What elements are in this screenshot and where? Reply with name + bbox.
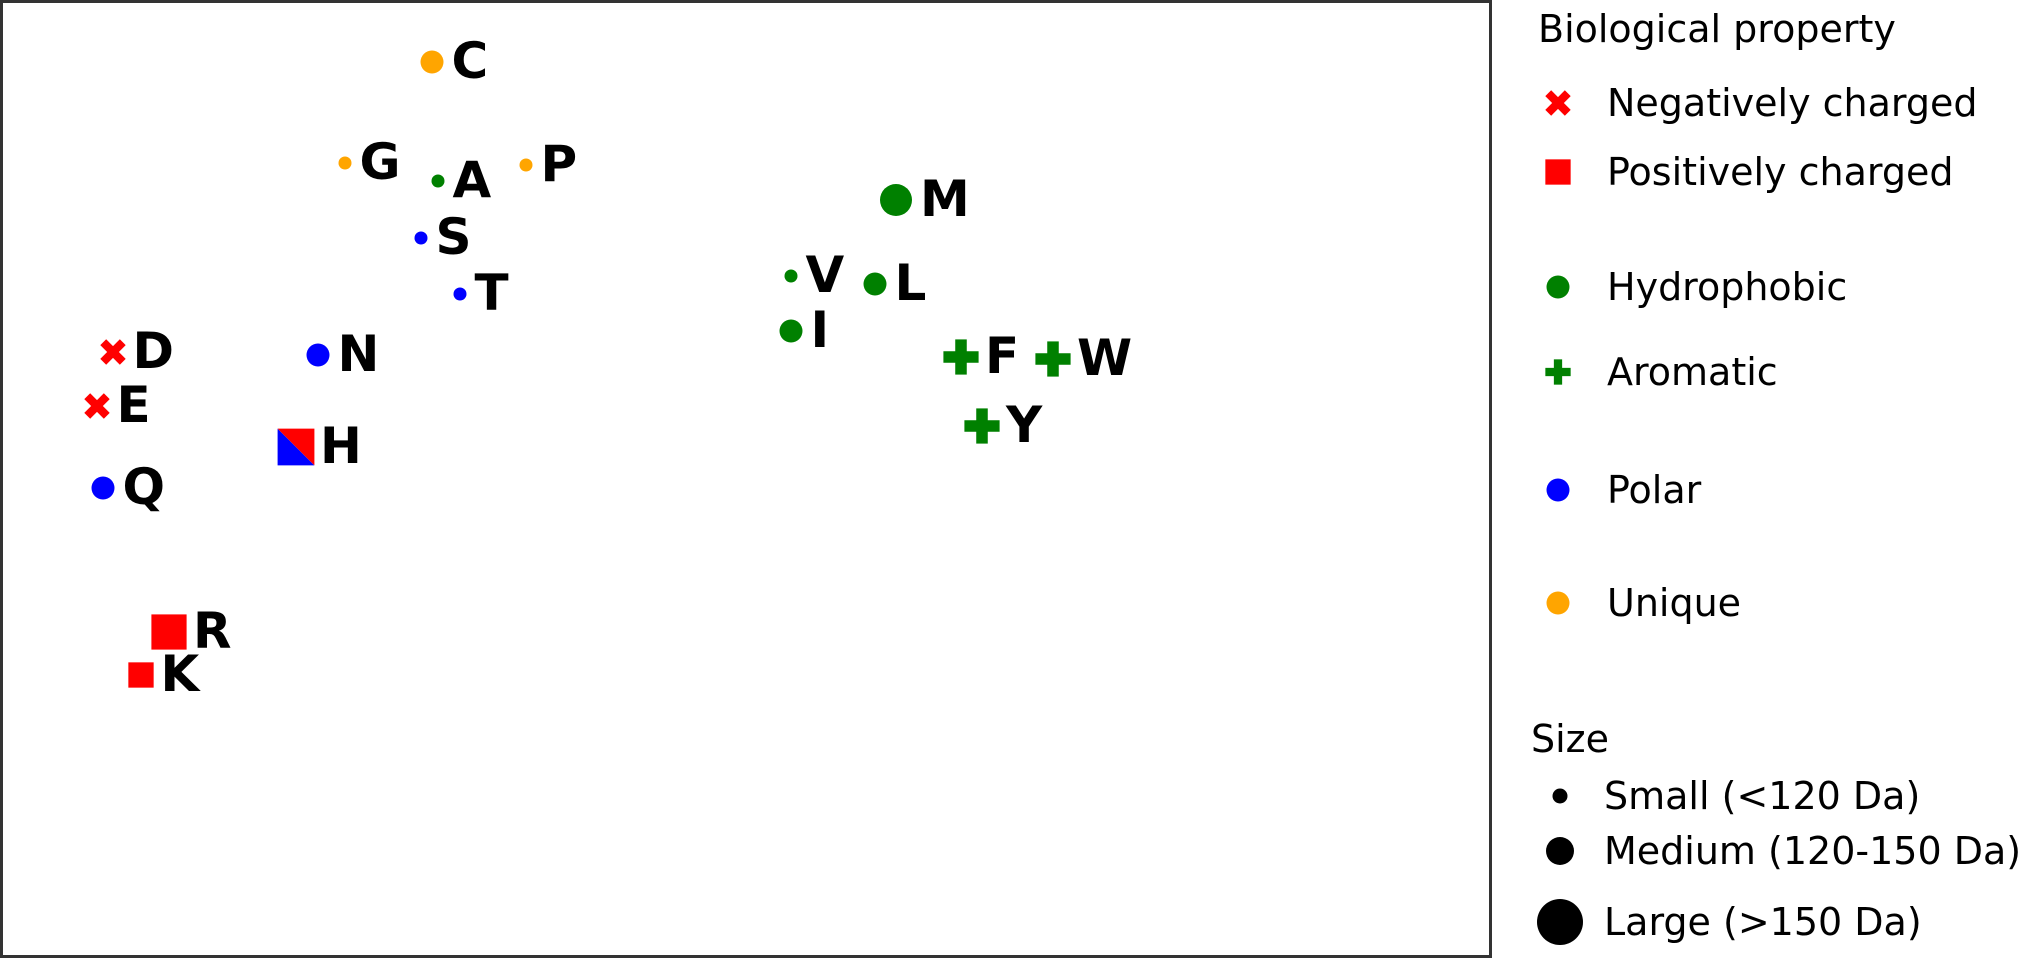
point-marker xyxy=(91,476,115,500)
legend-label-hydrophobic: Hydrophobic xyxy=(1607,265,1847,309)
point-marker xyxy=(151,614,187,650)
point-label: Q xyxy=(123,458,166,516)
point-marker xyxy=(863,272,887,296)
data-point: N xyxy=(306,325,380,383)
point-marker xyxy=(420,50,444,74)
legend-marker-unique xyxy=(1546,591,1570,615)
legend-label-aromatic: Aromatic xyxy=(1607,350,1778,394)
point-marker xyxy=(128,662,154,688)
legend: Biological property Size Negatively char… xyxy=(1531,7,2021,945)
point-label: N xyxy=(338,325,380,383)
legend-item-negative: Negatively charged xyxy=(1545,81,1978,125)
plot-frame xyxy=(0,0,1492,958)
point-label: K xyxy=(161,645,202,703)
point-label: G xyxy=(360,133,401,191)
point-label: L xyxy=(895,254,927,312)
legend-size-large: Large (>150 Da) xyxy=(1537,899,1922,945)
data-point: V xyxy=(784,246,845,304)
point-label: V xyxy=(806,246,845,304)
point-marker xyxy=(100,339,126,365)
point-marker xyxy=(784,269,798,283)
legend-marker-hydrophobic xyxy=(1546,275,1570,299)
legend-label-negative: Negatively charged xyxy=(1607,81,1978,125)
legend-size-marker-small xyxy=(1552,788,1568,804)
legend-label-unique: Unique xyxy=(1607,581,1741,625)
legend-size-small: Small (<120 Da) xyxy=(1552,774,1920,818)
point-marker xyxy=(943,339,979,375)
point-marker xyxy=(306,343,330,367)
data-point: I xyxy=(779,301,830,359)
point-marker xyxy=(414,231,428,245)
data-point: Q xyxy=(91,458,166,516)
legend-size-label-medium: Medium (120-150 Da) xyxy=(1604,829,2021,873)
data-point: Y xyxy=(964,396,1043,454)
point-marker xyxy=(338,156,352,170)
legend-size-title: Size xyxy=(1531,717,1609,761)
point-label: P xyxy=(541,135,578,193)
legend-label-positive: Positively charged xyxy=(1607,150,1953,194)
legend-marker-negative xyxy=(1545,90,1571,116)
data-point: E xyxy=(84,376,151,434)
data-point: M xyxy=(880,170,970,228)
legend-item-unique: Unique xyxy=(1546,581,1741,625)
point-marker xyxy=(453,287,467,301)
point-label: F xyxy=(985,327,1019,385)
point-label: T xyxy=(475,264,509,322)
data-point: R xyxy=(151,602,232,660)
legend-item-hydrophobic: Hydrophobic xyxy=(1546,265,1847,309)
legend-size-marker-medium xyxy=(1546,837,1574,865)
point-marker xyxy=(1035,341,1071,377)
legend-marker-positive xyxy=(1545,159,1571,185)
point-marker xyxy=(431,174,445,188)
legend-item-aromatic: Aromatic xyxy=(1545,350,1778,394)
point-label: A xyxy=(453,151,492,209)
point-marker xyxy=(277,428,315,466)
data-point: A xyxy=(431,151,492,209)
data-point: D xyxy=(100,322,175,380)
legend-property-title: Biological property xyxy=(1538,7,1896,51)
legend-size-label-large: Large (>150 Da) xyxy=(1604,900,1922,944)
point-label: I xyxy=(811,301,830,359)
point-label: H xyxy=(320,417,362,475)
point-marker xyxy=(519,158,533,172)
legend-label-polar: Polar xyxy=(1607,468,1702,512)
data-point: P xyxy=(519,135,578,193)
data-point: H xyxy=(277,417,362,475)
point-label: S xyxy=(436,208,472,266)
point-label: E xyxy=(117,376,151,434)
point-label: D xyxy=(133,322,175,380)
legend-marker-aromatic xyxy=(1545,359,1571,385)
point-marker xyxy=(84,393,110,419)
points-layer: CG A P ST N DE H Q RK M V L I F WY xyxy=(84,32,1132,703)
legend-size-marker-large xyxy=(1537,899,1583,945)
legend-marker-polar xyxy=(1546,478,1570,502)
legend-item-positive: Positively charged xyxy=(1545,150,1953,194)
point-marker xyxy=(779,319,803,343)
data-point: L xyxy=(863,254,927,312)
data-point: T xyxy=(453,264,509,322)
data-point: F xyxy=(943,327,1019,385)
data-point: S xyxy=(414,208,472,266)
legend-size-medium: Medium (120-150 Da) xyxy=(1546,829,2021,873)
data-point: K xyxy=(128,645,202,703)
legend-size-label-small: Small (<120 Da) xyxy=(1604,774,1920,818)
point-label: C xyxy=(452,32,489,90)
point-label: W xyxy=(1077,329,1132,387)
data-point: C xyxy=(420,32,489,90)
point-marker xyxy=(964,408,1000,444)
point-label: R xyxy=(193,602,232,660)
data-point: G xyxy=(338,133,401,191)
point-marker xyxy=(880,184,912,216)
point-label: M xyxy=(920,170,970,228)
legend-item-polar: Polar xyxy=(1546,468,1702,512)
point-label: Y xyxy=(1005,396,1043,454)
data-point: W xyxy=(1035,329,1132,387)
